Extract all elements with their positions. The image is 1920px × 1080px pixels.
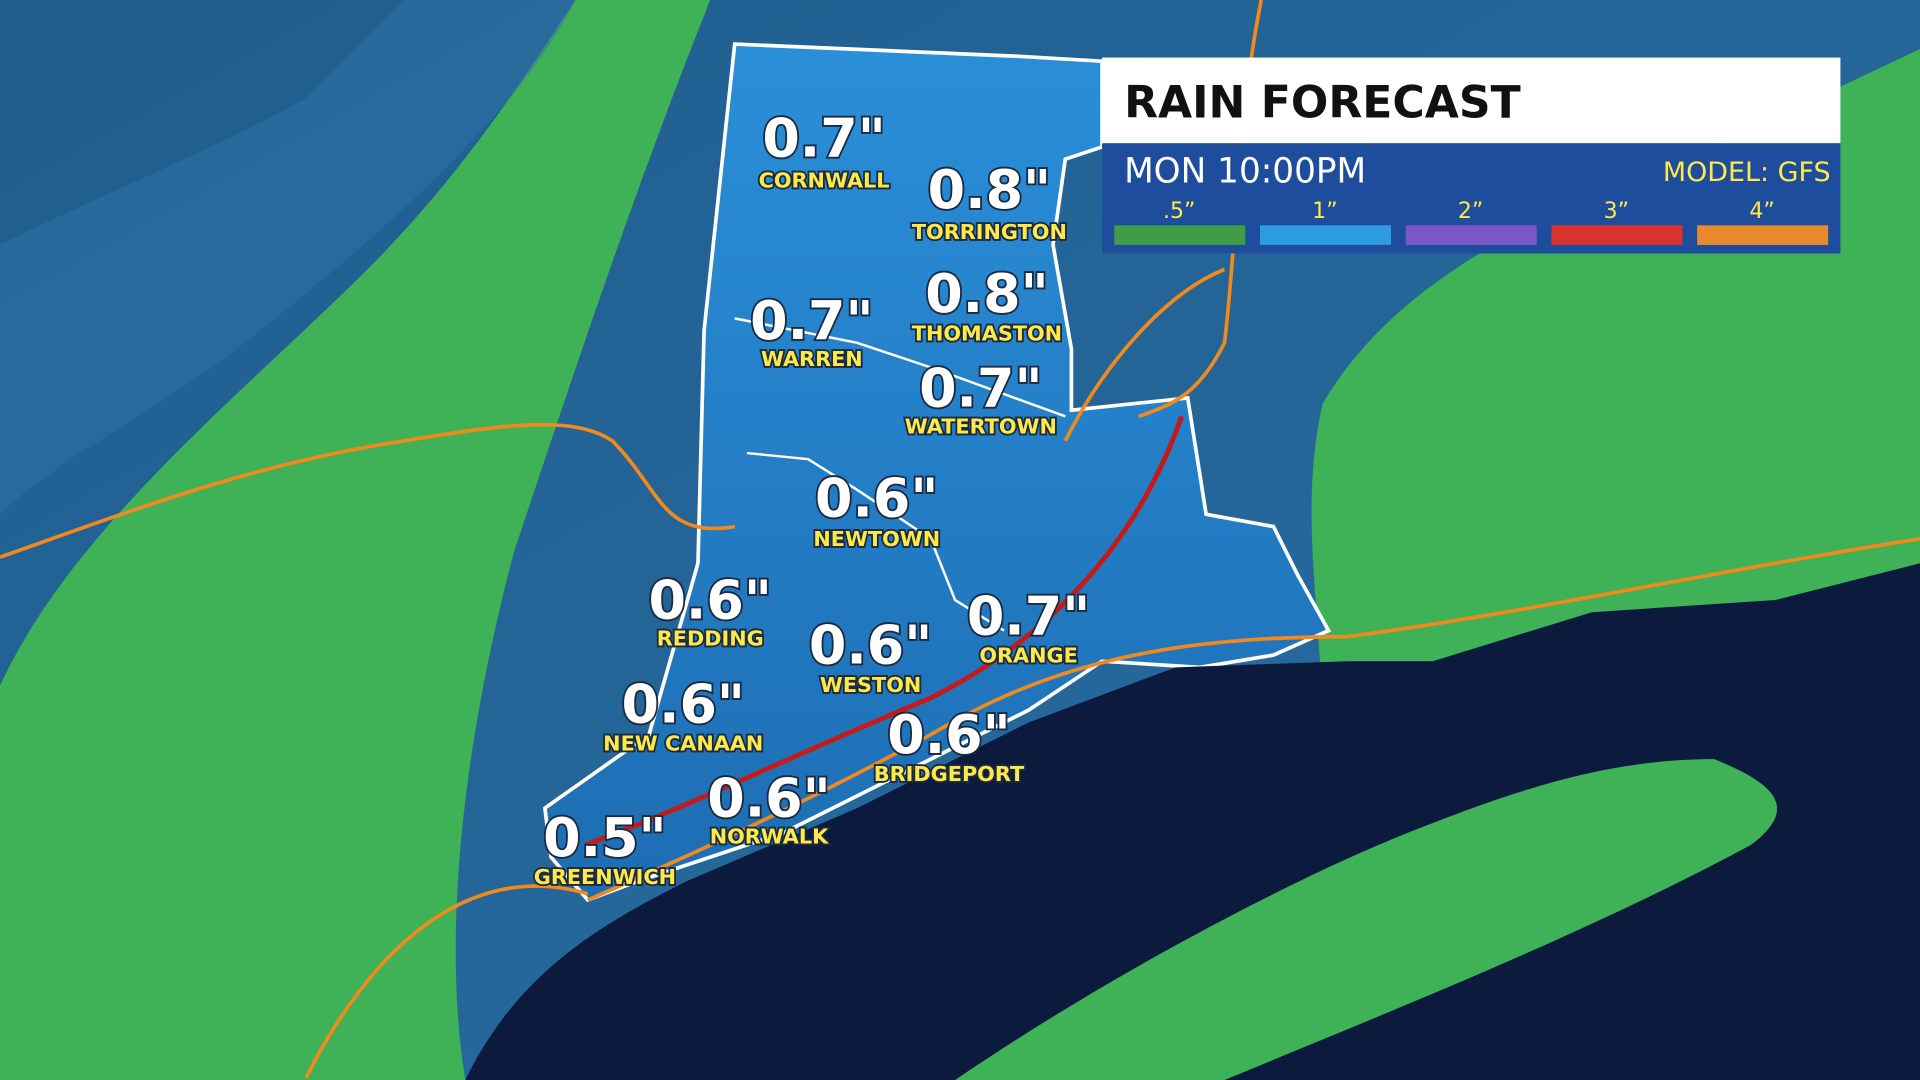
rain-amount: 0.6"	[648, 568, 771, 631]
rain-amount: 0.6"	[707, 767, 830, 830]
legend-swatch	[1697, 225, 1829, 245]
rain-amount: 0.7"	[919, 357, 1042, 420]
forecast-time: MON 10:00PM	[1124, 151, 1366, 191]
rain-amount: 0.7"	[967, 584, 1090, 647]
city-name: WESTON	[820, 673, 921, 697]
legend: .5” 1” 2” 3” 4”	[1114, 199, 1829, 245]
city-name: CORNWALL	[759, 168, 890, 192]
forecast-panel: RAIN FORECAST MON 10:00PM MODEL: GFS .5”…	[1102, 57, 1841, 254]
rain-amount: 0.8"	[928, 158, 1051, 221]
city-name: NORWALK	[710, 825, 829, 849]
legend-swatch	[1260, 225, 1392, 245]
legend-swatch	[1405, 225, 1537, 245]
rain-amount: 0.7"	[762, 107, 885, 170]
legend-label: 1”	[1312, 199, 1337, 224]
legend-label: 4”	[1749, 199, 1774, 224]
city-name: THOMASTON	[912, 321, 1062, 345]
rain-amount: 0.6"	[887, 703, 1010, 766]
legend-label: .5”	[1163, 199, 1195, 224]
panel-title-bg	[1102, 57, 1841, 144]
rain-amount: 0.6"	[815, 467, 938, 530]
city-name: NEW CANAAN	[603, 732, 763, 756]
city-name: WARREN	[761, 347, 863, 371]
legend-swatch	[1114, 225, 1246, 245]
rain-amount: 0.7"	[750, 289, 873, 352]
city-name: BRIDGEPORT	[874, 762, 1025, 786]
rain-amount: 0.5"	[543, 806, 666, 869]
legend-label: 2”	[1458, 199, 1483, 224]
legend-label: 3”	[1604, 199, 1629, 224]
city-name: REDDING	[657, 626, 764, 650]
city-name: ORANGE	[979, 643, 1077, 667]
city-name: NEWTOWN	[813, 527, 940, 551]
city-labels: 0.7"CORNWALL 0.8"TORRINGTON0.7"WARREN0.8"…	[532, 105, 1092, 891]
city-name: GREENWICH	[534, 865, 676, 889]
model-label: MODEL: GFS	[1663, 157, 1831, 188]
city-name: TORRINGTON	[912, 220, 1067, 244]
rain-amount: 0.6"	[809, 614, 932, 677]
panel-title: RAIN FORECAST	[1124, 78, 1521, 129]
legend-swatch	[1551, 225, 1683, 245]
rain-amount: 0.8"	[925, 262, 1048, 325]
rain-amount: 0.6"	[622, 672, 745, 735]
city-name: WATERTOWN	[905, 414, 1057, 438]
